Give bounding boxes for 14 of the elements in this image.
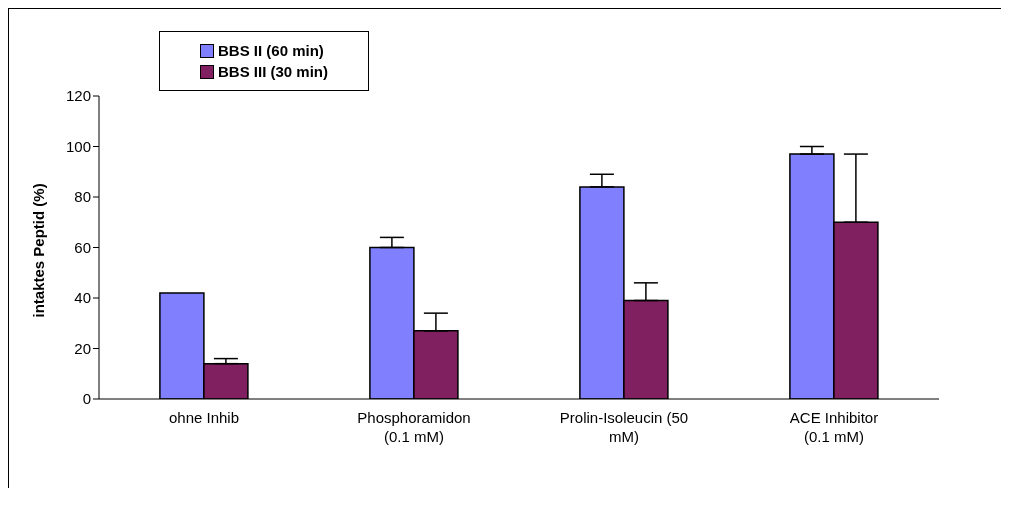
y-tick-label: 0 xyxy=(82,390,91,408)
legend-label: BBS III (30 min) xyxy=(218,63,329,80)
y-axis-title: intaktes Peptid (%) xyxy=(30,183,48,318)
x-tick-label: ohne Inhib xyxy=(168,409,240,426)
y-tick-label: 100 xyxy=(65,137,91,155)
legend-label: BBS II (60 min) xyxy=(218,42,324,59)
y-tick-label: 80 xyxy=(74,188,91,206)
x-tick-label: Phosphoramidon (0.1 mM) xyxy=(357,409,471,445)
y-tick-label: 120 xyxy=(65,87,91,105)
y-tick-label: 60 xyxy=(74,238,91,256)
x-tick-label: ACE Inhibitor (0.1 mM) xyxy=(789,409,879,445)
x-tick-label: Prolin-Isoleucin (50 mM) xyxy=(559,409,689,445)
y-tick-label: 40 xyxy=(74,289,91,307)
y-tick-label: 20 xyxy=(74,339,91,357)
